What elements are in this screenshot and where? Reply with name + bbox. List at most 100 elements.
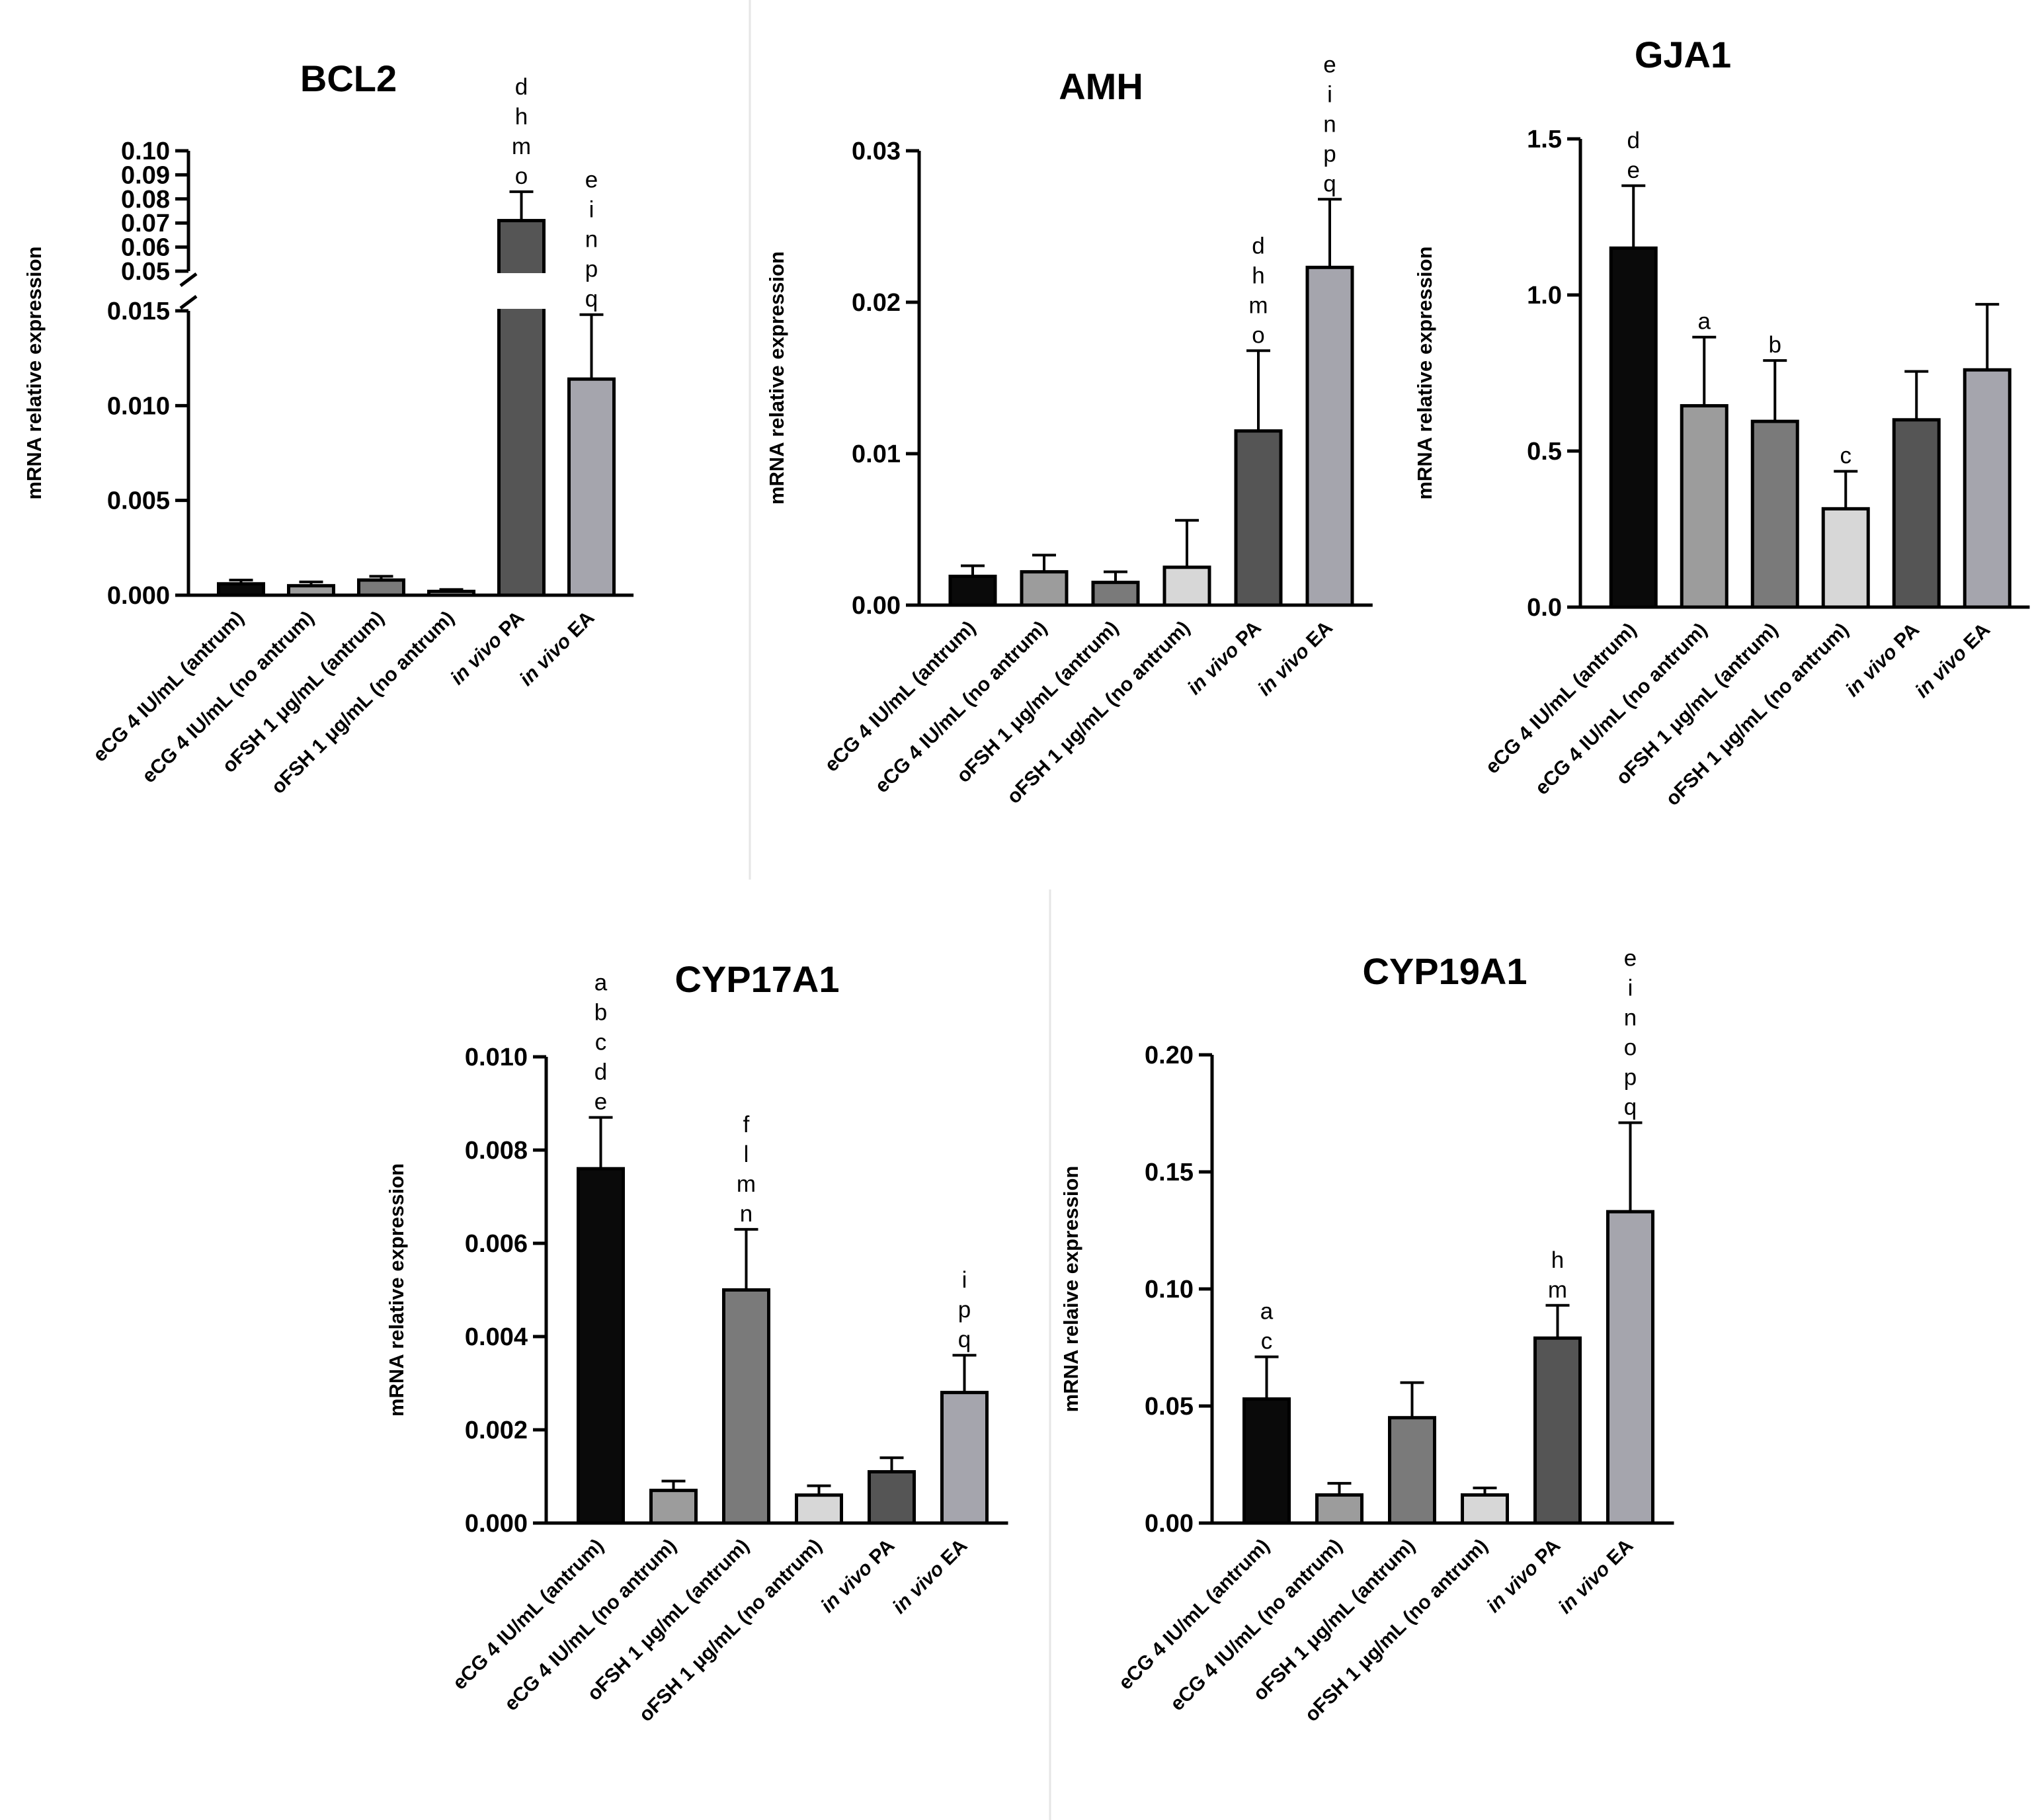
y-axis-label: mRNA relaive expression	[1059, 1166, 1082, 1413]
category-text-italic: in vivo	[1483, 1557, 1543, 1617]
category-text-italic: in vivo	[889, 1558, 949, 1618]
significance-letter: b	[594, 1000, 607, 1026]
category-text-italic: in vivo	[1911, 642, 1971, 702]
bar	[1963, 368, 2012, 609]
y-axis-label: mRNA relative expression	[22, 246, 46, 499]
y-tick-label: 0.15	[1145, 1159, 1194, 1186]
x-category-label: eCG 4 IU/mL (antrum)	[1114, 1535, 1274, 1694]
significance-letter: n	[585, 227, 598, 253]
significance-letter: p	[1323, 141, 1336, 167]
category-text-italic: in vivo	[1184, 639, 1244, 699]
significance-letter: i	[1327, 81, 1332, 107]
significance-letter: c	[1261, 1329, 1273, 1354]
chart-panel-cyp17a1: 0.000 0.002 0.004 0.006 0.008 0.010 CYP17A1 mRN…	[385, 958, 1008, 1726]
significance-letter: l	[744, 1141, 749, 1167]
bar	[1892, 418, 1941, 609]
significance-letter: m	[512, 134, 531, 159]
bar	[1609, 246, 1658, 609]
chart-panel-amh: 0.00 0.01 0.02 0.03 AMH mRNA relative express…	[765, 52, 1373, 808]
bar	[1091, 581, 1140, 607]
chart-panel-bcl2: 0.000 0.005 0.010 0.015 0.050.060.070.080.09…	[22, 58, 634, 798]
bar-break-gap	[496, 273, 547, 309]
category-text: eCG 4 IU/mL (antrum)	[448, 1535, 608, 1694]
y-tick-label: 0.004	[465, 1323, 528, 1351]
significance-letter: i	[962, 1267, 967, 1293]
x-category-label: in vivo EA	[516, 607, 599, 690]
significance-letter: d	[1252, 233, 1264, 259]
significance-letter: d	[515, 74, 528, 100]
category-text-italic: in vivo	[1254, 640, 1314, 700]
significance-letter: b	[1769, 332, 1781, 358]
bar	[948, 574, 997, 607]
y-axis-label: mRNA relative expression	[1413, 246, 1436, 499]
significance-letter: d	[1627, 128, 1640, 153]
significance-letter: n	[740, 1201, 753, 1227]
significance-letter: c	[1840, 443, 1852, 469]
y-tick-label: 0.015	[107, 298, 170, 325]
category-text: eCG 4 IU/mL (antrum)	[1114, 1535, 1274, 1694]
y-tick-label: 0.006	[465, 1230, 528, 1258]
bar	[1388, 1416, 1436, 1525]
chart-title: CYP17A1	[674, 958, 839, 1000]
significance-letter: o	[515, 163, 528, 189]
x-category-label: in vivo EA	[1555, 1535, 1638, 1618]
category-text-italic: in vivo	[817, 1557, 877, 1617]
y-tick-label: 0.05	[1145, 1393, 1194, 1421]
significance-letter: m	[1248, 292, 1268, 318]
bar	[1533, 1336, 1582, 1525]
significance-letter: e	[1323, 52, 1336, 77]
significance-letter: n	[1323, 111, 1336, 137]
significance-letter: h	[515, 104, 528, 130]
significance-letter: c	[595, 1030, 607, 1055]
significance-letter: p	[1624, 1065, 1637, 1091]
bar	[357, 578, 405, 597]
category-text-italic: in vivo	[1555, 1558, 1615, 1618]
y-tick-label: 0.010	[465, 1044, 528, 1071]
x-category-label: in vivo PA	[1842, 619, 1924, 701]
x-category-label: in vivo PA	[1483, 1535, 1565, 1617]
y-tick-label: 0.02	[852, 289, 901, 317]
significance-letter: i	[1628, 975, 1633, 1001]
y-tick-label: 1.5	[1527, 126, 1562, 153]
significance-letter: d	[594, 1059, 607, 1085]
bar	[427, 589, 475, 597]
bar	[795, 1493, 843, 1525]
chart-title: AMH	[1059, 65, 1143, 107]
bar	[217, 582, 265, 597]
y-tick-label: 0.07	[121, 210, 170, 237]
bar	[649, 1489, 698, 1525]
bar	[577, 1167, 625, 1525]
y-axis-label: mRNA relative expression	[385, 1163, 408, 1417]
chart-title: GJA1	[1635, 34, 1731, 75]
x-category-label: in vivo EA	[1911, 619, 1994, 702]
bar	[1461, 1493, 1509, 1525]
x-category-label: in vivo PA	[817, 1535, 899, 1617]
category-text-italic: in vivo	[516, 630, 576, 690]
y-tick-label: 0.005	[107, 487, 170, 515]
significance-letter: o	[1624, 1035, 1637, 1061]
significance-letter: o	[1252, 322, 1264, 348]
category-text-italic: in vivo	[1842, 641, 1902, 701]
bar	[1750, 419, 1799, 609]
significance-letter: a	[594, 970, 608, 996]
y-tick-label: 0.008	[465, 1137, 528, 1165]
bar	[1315, 1493, 1363, 1525]
chart-title: CYP19A1	[1362, 950, 1527, 992]
y-tick-label: 0.00	[1145, 1510, 1194, 1538]
significance-letter: q	[585, 286, 598, 312]
bar	[1242, 1397, 1291, 1525]
chart-title: BCL2	[300, 58, 397, 99]
bar	[1162, 565, 1211, 607]
significance-letter: m	[1548, 1277, 1567, 1303]
chart-panel-cyp19a1: 0.00 0.05 0.10 0.15 0.20 CYP19A1 mRNA relaive …	[1059, 946, 1674, 1726]
bar	[1234, 429, 1283, 607]
significance-letter: f	[743, 1112, 750, 1138]
x-category-label: in vivo EA	[889, 1535, 972, 1618]
x-category-label: in vivo PA	[446, 607, 528, 689]
y-tick-label: 0.000	[107, 582, 170, 610]
significance-letter: m	[737, 1171, 756, 1197]
y-tick-label: 0.5	[1527, 438, 1562, 466]
significance-letter: p	[585, 257, 598, 282]
significance-letter: i	[589, 197, 594, 223]
